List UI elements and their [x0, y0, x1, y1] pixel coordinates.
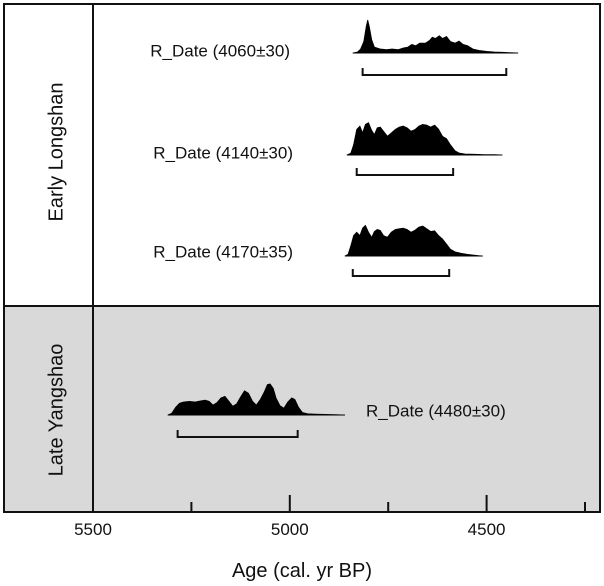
x-axis-title: Age (cal. yr BP) — [232, 560, 372, 582]
probability-distribution-3 — [344, 224, 483, 257]
probability-distribution-2 — [346, 122, 503, 156]
x-tick-label-5500: 5500 — [74, 520, 112, 539]
date-label-2: R_Date (4140±30) — [153, 143, 293, 162]
x-tick-label-4500: 4500 — [468, 520, 506, 539]
date-label-4: R_Date (4480±30) — [366, 401, 506, 420]
plot-frame — [3, 3, 601, 513]
late-panel-bg — [4, 306, 600, 512]
date-label-3: R_Date (4170±35) — [153, 242, 293, 261]
probability-distribution-4 — [167, 383, 345, 416]
group-label-early: Early Longshan — [45, 83, 67, 222]
chart-marks: R_Date (4060±30) R_Date (4140±30) R_Date (… — [150, 19, 519, 438]
probability-distribution-1 — [352, 19, 519, 54]
x-tick-label-5000: 5000 — [271, 520, 309, 539]
group-label-late: Late Yangshao — [45, 344, 67, 477]
x-axis: 5500 5000 4500 — [74, 495, 586, 539]
date-label-1: R_Date (4060±30) — [150, 41, 290, 60]
